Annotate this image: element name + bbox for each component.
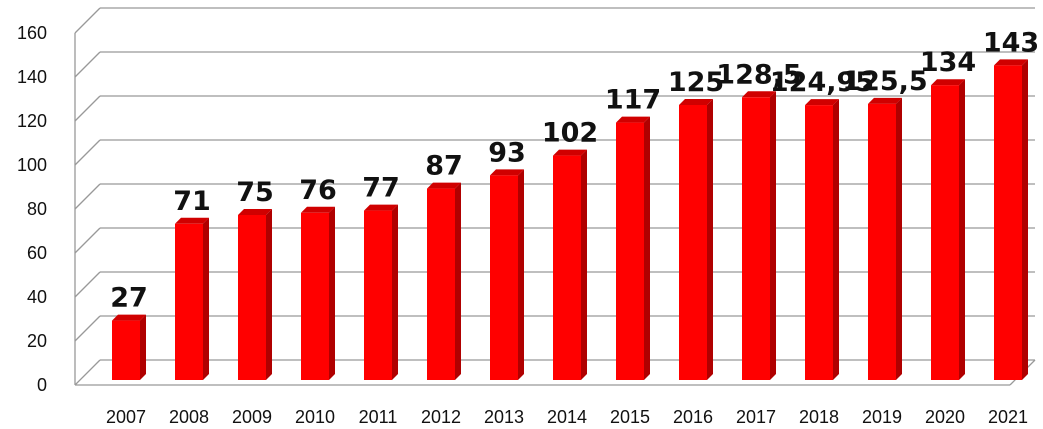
bar (301, 206, 335, 380)
bar (112, 314, 146, 380)
gridline (74, 51, 1035, 78)
data-label: 76 (299, 175, 337, 206)
bar (616, 116, 650, 380)
y-tick-label: 0 (37, 375, 47, 395)
gridline (74, 95, 1035, 122)
bar (553, 149, 587, 380)
x-tick-label: 2017 (736, 407, 776, 427)
x-tick-label: 2013 (484, 407, 524, 427)
x-tick-label: 2015 (610, 407, 650, 427)
x-tick-label: 2014 (547, 407, 587, 427)
data-label: 117 (605, 85, 661, 116)
x-tick-label: 2011 (359, 407, 398, 427)
bar (490, 169, 524, 380)
data-label: 71 (173, 186, 211, 217)
x-tick-label: 2008 (169, 407, 209, 427)
bar (931, 79, 965, 380)
y-tick-label: 160 (17, 23, 47, 43)
x-tick-label: 2018 (799, 407, 839, 427)
y-tick-label: 120 (17, 111, 47, 131)
data-label: 125 (668, 67, 724, 98)
bar (427, 182, 461, 380)
bar (364, 204, 398, 380)
y-tick-label: 20 (27, 331, 47, 351)
y-tick-label: 100 (17, 155, 47, 175)
x-tick-label: 2021 (988, 407, 1028, 427)
data-label: 124,95 (770, 67, 874, 98)
bar (175, 217, 209, 380)
data-label: 27 (110, 283, 148, 314)
bar (238, 209, 272, 380)
y-tick-label: 60 (27, 243, 47, 263)
x-tick-label: 2007 (106, 407, 146, 427)
y-tick-label: 80 (27, 199, 47, 219)
bar (805, 99, 839, 381)
data-label: 87 (425, 151, 463, 182)
gridline (74, 7, 1035, 34)
x-axis-ticks: 2007 2008 2009 2010 2011 2012 2013 2014 2015 2016… (106, 407, 1028, 427)
data-label: 102 (542, 118, 598, 149)
x-tick-label: 2010 (295, 407, 335, 427)
y-tick-label: 140 (17, 67, 47, 87)
bar (742, 91, 776, 381)
y-tick-label: 40 (27, 287, 47, 307)
bar (994, 59, 1028, 381)
x-tick-label: 2019 (862, 407, 902, 427)
x-tick-label: 2012 (421, 407, 461, 427)
data-label: 93 (488, 137, 526, 168)
bars (112, 59, 1028, 381)
data-label: 128,5 (716, 59, 801, 90)
bar (679, 99, 713, 380)
data-label: 77 (362, 173, 400, 204)
bar (868, 97, 902, 381)
data-label: 125,5 (842, 66, 927, 97)
data-label: 75 (236, 177, 274, 208)
x-tick-label: 2016 (673, 407, 713, 427)
x-tick-label: 2020 (925, 407, 965, 427)
y-axis-ticks: 0 20 40 60 80 100 120 140 160 (17, 23, 47, 395)
data-label: 143 (983, 27, 1039, 58)
data-label: 134 (920, 47, 976, 78)
x-tick-label: 2009 (232, 407, 272, 427)
